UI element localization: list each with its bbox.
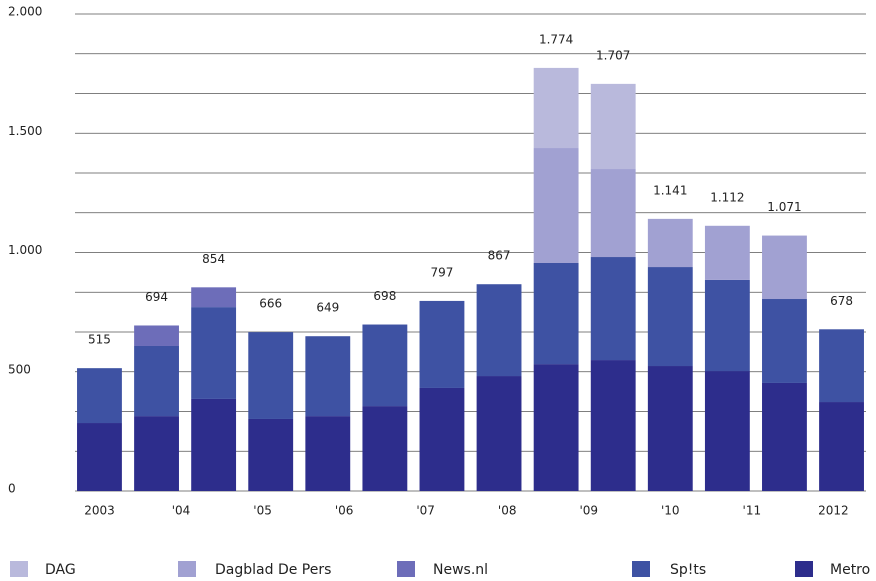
bar-segment: [533, 262, 579, 365]
bar-segment: [704, 279, 750, 372]
total-label: 678: [830, 294, 853, 308]
total-label: 515: [88, 333, 111, 347]
bar-segment: [647, 366, 693, 491]
total-label: 698: [373, 289, 396, 303]
bar-segment: [762, 299, 807, 383]
bar-segment: [305, 416, 351, 491]
bar-segment: [476, 284, 522, 377]
bar-segment: [476, 376, 522, 491]
x-tick-label: '08: [498, 504, 517, 518]
x-tick-label: '06: [335, 504, 354, 518]
bar-segment: [533, 67, 579, 149]
x-tick-label: 2003: [84, 504, 115, 518]
bar-segment: [419, 387, 465, 491]
total-label: 1.707: [596, 48, 630, 62]
bar-segment: [248, 418, 294, 491]
bar-segment: [134, 416, 179, 491]
legend-swatch: [397, 561, 415, 577]
bar-segment: [647, 267, 693, 367]
bar-segment: [590, 257, 636, 361]
total-label: 854: [202, 252, 225, 266]
x-tick-label: '04: [172, 504, 191, 518]
legend-swatch: [632, 561, 650, 577]
bar-segment: [191, 398, 237, 491]
bar-segment: [533, 148, 579, 263]
x-tick-label: '09: [579, 504, 598, 518]
y-tick-label: 0: [8, 482, 16, 496]
total-label: 694: [145, 290, 168, 304]
bar-segment: [762, 235, 807, 300]
bar-segment: [134, 345, 179, 417]
bar-segment: [819, 329, 864, 403]
x-tick-label: '05: [253, 504, 272, 518]
bar-segment: [362, 406, 408, 491]
total-label: 649: [316, 301, 339, 315]
total-label: 1.141: [653, 183, 687, 197]
bar-segment: [362, 324, 408, 407]
y-tick-label: 1.500: [8, 124, 42, 138]
bar-segment: [590, 169, 636, 258]
bar-segment: [191, 287, 237, 308]
x-tick-label: '07: [416, 504, 435, 518]
bar-segment: [590, 360, 636, 491]
total-label: 867: [488, 249, 511, 263]
legend-text: Sp!ts: [670, 562, 706, 578]
legend-swatch: [795, 561, 813, 577]
bar-segment: [762, 382, 807, 491]
x-tick-label: 2012: [818, 504, 849, 518]
bar-segment: [590, 83, 636, 170]
legend-swatch: [178, 561, 196, 577]
bar-segment: [533, 364, 579, 491]
bar-segment: [704, 225, 750, 280]
bar-segment: [248, 332, 294, 419]
total-label: 1.071: [767, 200, 801, 214]
bar-segment: [77, 368, 122, 424]
bar-segment: [819, 402, 864, 491]
legend-swatch: [10, 561, 28, 577]
bar-segment: [647, 218, 693, 268]
total-label: 797: [431, 265, 454, 279]
y-tick-label: 1.000: [8, 243, 42, 257]
legend-text: DAG: [45, 562, 76, 578]
bar-segment: [134, 325, 179, 346]
total-label: 1.112: [710, 190, 744, 204]
bar-segment: [305, 336, 351, 417]
bar-segment: [77, 423, 122, 491]
bar-segment: [191, 307, 237, 399]
legend-text: News.nl: [433, 562, 488, 578]
total-label: 666: [259, 297, 282, 311]
y-tick-label: 2.000: [8, 5, 42, 19]
x-tick-label: '10: [661, 504, 680, 518]
bar-segment: [704, 371, 750, 491]
total-label: 1.774: [539, 32, 573, 46]
y-tick-label: 500: [8, 362, 31, 376]
x-tick-label: '11: [743, 504, 762, 518]
legend-text: Dagblad De Pers: [215, 562, 331, 578]
bar-segment: [419, 300, 465, 388]
legend-text: Metro: [830, 562, 870, 578]
